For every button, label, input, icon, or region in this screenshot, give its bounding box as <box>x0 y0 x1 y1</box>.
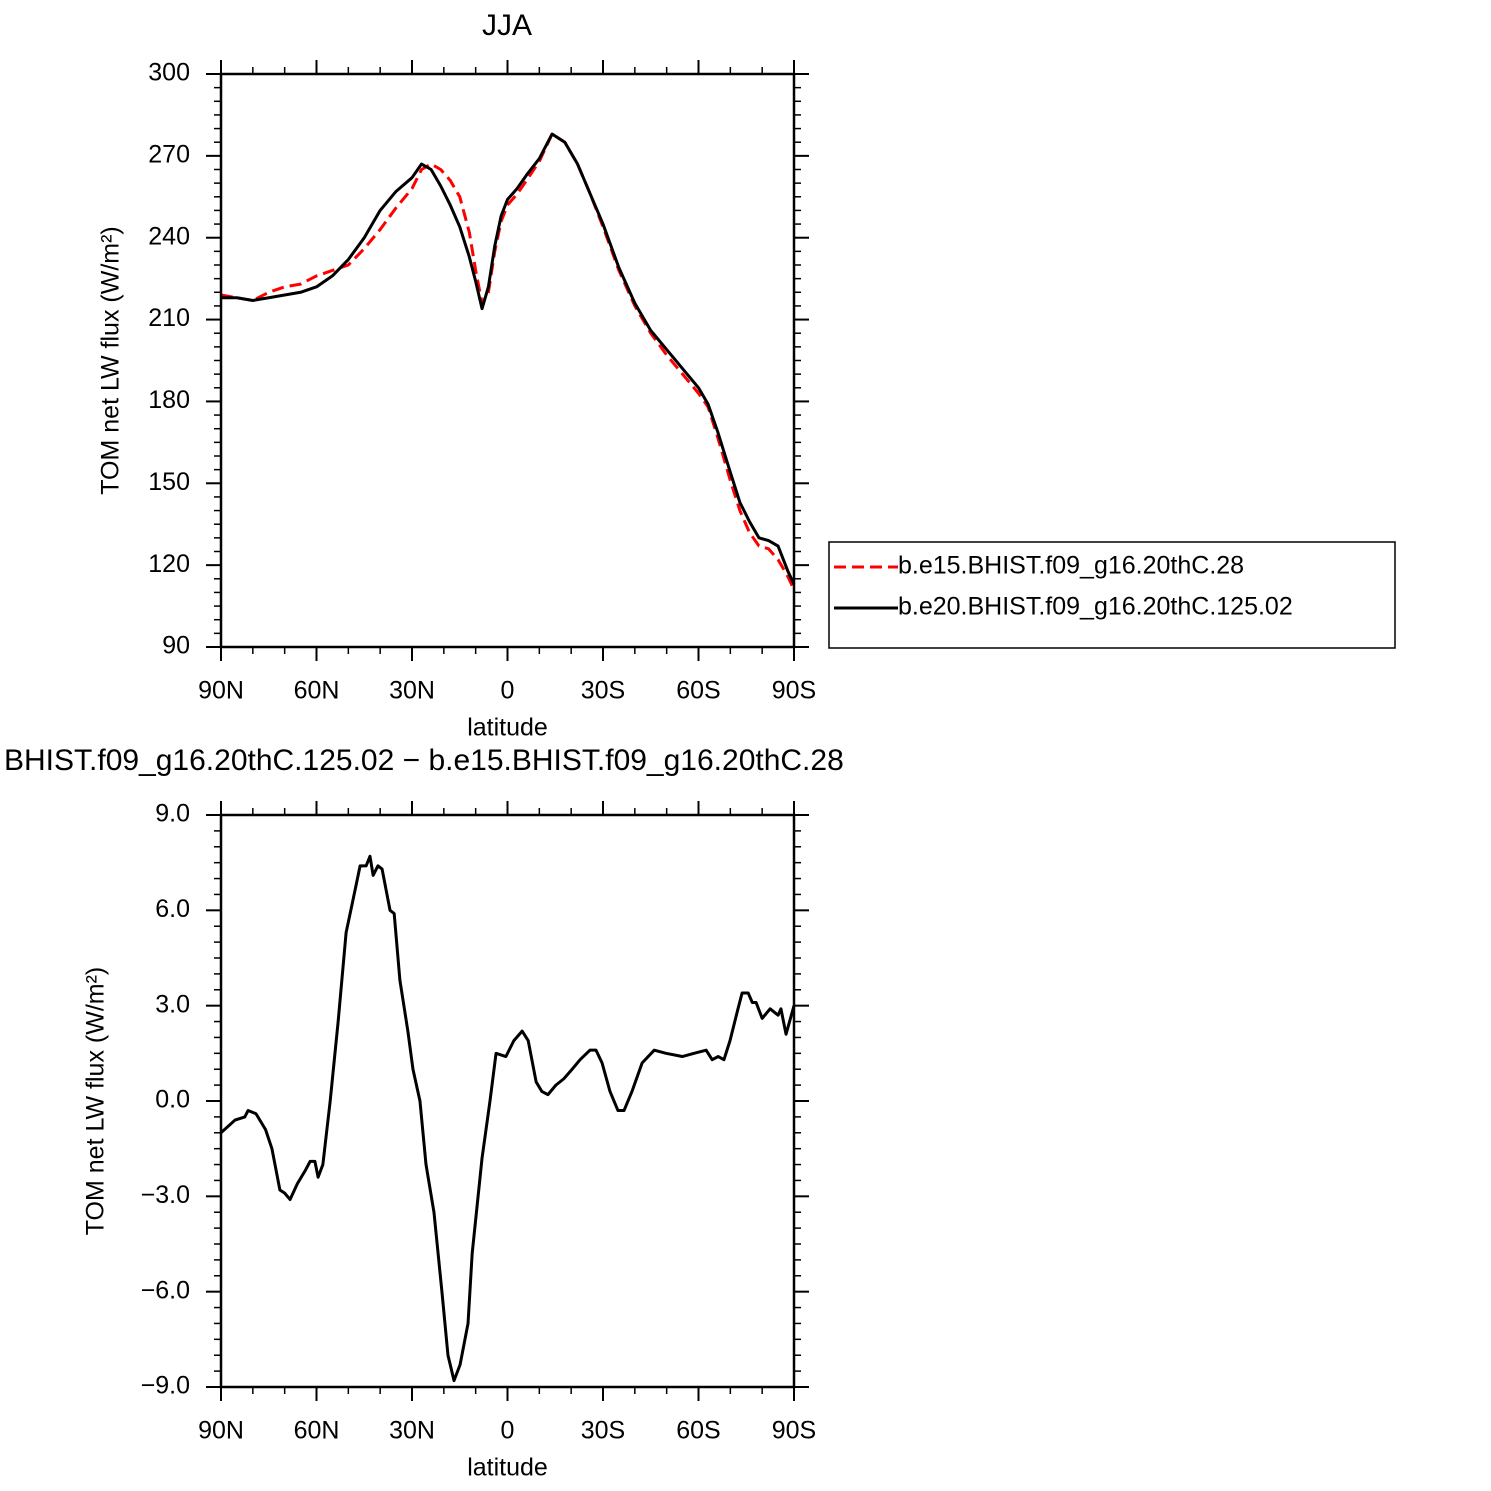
y-tick-label: 0.0 <box>155 1086 190 1114</box>
x-tick-label: 0 <box>501 677 515 705</box>
y-tick-label: 210 <box>148 304 190 332</box>
plot-frame <box>219 72 796 649</box>
legend-label: b.e15.BHIST.f09_g16.20thC.28 <box>898 552 1244 580</box>
x-tick-label: 30S <box>581 1417 625 1445</box>
x-tick-label: 30S <box>581 677 625 705</box>
x-tick-label: 90N <box>198 677 244 705</box>
x-tick-label: 90S <box>772 677 816 705</box>
data-line <box>219 854 796 1383</box>
x-tick-label: 60S <box>676 1417 720 1445</box>
y-tick-label: 120 <box>148 550 190 578</box>
legend-box <box>828 541 1396 649</box>
y-tick-label: 240 <box>148 222 190 250</box>
y-tick-label: 150 <box>148 468 190 496</box>
x-tick-label: 60S <box>676 677 720 705</box>
x-tick-label: 0 <box>501 1417 515 1445</box>
y-tick-label: 3.0 <box>155 990 190 1018</box>
y-tick-label: 270 <box>148 140 190 168</box>
y-tick-label: 90 <box>162 632 190 660</box>
y-axis-label: TOM net LW flux (W/m²) <box>97 226 125 495</box>
y-tick-label: −6.0 <box>141 1276 190 1304</box>
plot-frame <box>219 813 796 1389</box>
y-tick-label: 300 <box>148 59 190 87</box>
y-axis-label: TOM net LW flux (W/m²) <box>82 967 110 1236</box>
legend-label: b.e20.BHIST.f09_g16.20thC.125.02 <box>898 593 1293 621</box>
y-tick-label: −3.0 <box>141 1181 190 1209</box>
y-tick-label: 6.0 <box>155 895 190 923</box>
x-tick-label: 30N <box>389 677 435 705</box>
chart-title: BHIST.f09_g16.20thC.125.02 − b.e15.BHIST… <box>4 744 844 777</box>
y-tick-label: 9.0 <box>155 800 190 828</box>
x-tick-label: 60N <box>294 1417 340 1445</box>
data-line <box>220 132 796 591</box>
x-axis-label: latitude <box>467 714 548 742</box>
x-tick-label: 30N <box>389 1417 435 1445</box>
x-tick-label: 90S <box>772 1417 816 1445</box>
x-axis-label: latitude <box>467 1454 548 1482</box>
x-tick-label: 60N <box>294 677 340 705</box>
chart-title: JJA <box>482 9 532 42</box>
y-tick-label: 180 <box>148 386 190 414</box>
x-tick-label: 90N <box>198 1417 244 1445</box>
y-tick-label: −9.0 <box>141 1372 190 1400</box>
data-line <box>221 132 796 585</box>
